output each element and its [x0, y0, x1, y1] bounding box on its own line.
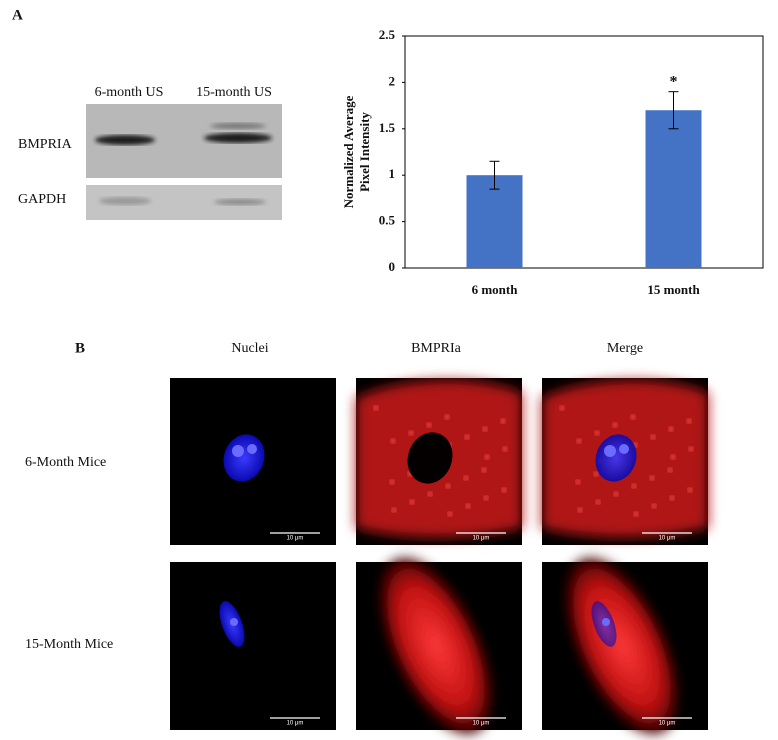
error-bar — [668, 91, 679, 130]
vesicle — [445, 483, 451, 489]
vesicle — [577, 507, 583, 513]
y-tick-label: 0 — [389, 259, 396, 274]
y-tick-label: 0.5 — [379, 213, 396, 228]
vesicle — [389, 479, 395, 485]
plot-frame — [404, 35, 764, 269]
vesicle — [670, 454, 676, 460]
error-bar — [489, 160, 500, 190]
vesicle — [667, 467, 673, 473]
vesicle — [575, 479, 581, 485]
micrograph: 10 μm — [170, 378, 336, 545]
vesicle — [631, 483, 637, 489]
column-label: Nuclei — [231, 341, 268, 356]
blot-row-label: GAPDH — [18, 192, 66, 207]
micrograph: 10 μm — [356, 558, 522, 734]
vesicle — [463, 475, 469, 481]
vesicle — [687, 487, 693, 493]
bar-chart: Normalized Average Pixel Intensity 0 0.5 1… — [341, 27, 764, 297]
significance-label: * — [670, 73, 678, 90]
micrograph: 10 μm — [356, 378, 522, 545]
scale-bar-label: 10 μm — [473, 536, 490, 542]
vesicle — [649, 475, 655, 481]
nucleolus — [604, 445, 616, 457]
micrograph: 10 μm — [170, 562, 336, 730]
blot-row-label: BMPRIA — [18, 137, 73, 152]
vesicle — [484, 454, 490, 460]
vesicle — [373, 405, 379, 411]
scale-bar-label: 10 μm — [473, 721, 490, 727]
micrograph-background — [170, 562, 336, 730]
vesicle — [613, 491, 619, 497]
x-tick-label: 6 month — [472, 282, 519, 297]
row-label: 15-Month Mice — [25, 637, 113, 652]
vesicle — [576, 438, 582, 444]
column-label: Merge — [607, 341, 643, 356]
vesicle — [464, 434, 470, 440]
nucleolus — [602, 618, 610, 626]
bar — [466, 175, 523, 268]
micrograph: 10 μm — [542, 378, 708, 545]
vesicle — [595, 499, 601, 505]
blot-column-label: 15-month US — [196, 85, 272, 100]
vesicle — [630, 414, 636, 420]
vesicle — [426, 422, 432, 428]
y-axis-label: Pixel Intensity — [357, 112, 372, 192]
vesicle — [669, 495, 675, 501]
vesicle — [594, 430, 600, 436]
vesicle — [686, 418, 692, 424]
column-label: BMPRIa — [411, 341, 462, 356]
vesicle — [447, 511, 453, 517]
nucleolus — [247, 444, 257, 454]
vesicle — [409, 499, 415, 505]
vesicle — [633, 511, 639, 517]
scale-bar-label: 10 μm — [659, 721, 676, 727]
y-tick-label: 2.5 — [379, 27, 396, 42]
bar — [645, 110, 702, 269]
scale-bar-label: 10 μm — [287, 721, 304, 727]
blot-image — [86, 104, 282, 220]
cell-body — [380, 558, 492, 734]
vesicle — [559, 405, 565, 411]
blot-column-label: 6-month US — [95, 85, 164, 100]
vesicle — [651, 503, 657, 509]
x-tick-label: 15 month — [647, 282, 700, 297]
vesicle — [390, 438, 396, 444]
vesicle — [688, 446, 694, 452]
panel-label: A — [12, 7, 23, 23]
y-tick-label: 1 — [389, 166, 396, 181]
nucleolus — [619, 444, 629, 454]
vesicle — [668, 426, 674, 432]
nucleolus — [232, 445, 244, 457]
vesicle — [593, 471, 599, 477]
vesicle — [391, 507, 397, 513]
vesicle — [444, 414, 450, 420]
scale-bar-label: 10 μm — [287, 536, 304, 542]
vesicle — [408, 430, 414, 436]
vesicle — [501, 487, 507, 493]
panel-label: B — [75, 340, 85, 356]
y-axis-label: Normalized Average — [341, 95, 356, 208]
y-tick-label: 1.5 — [379, 120, 396, 135]
vesicle — [465, 503, 471, 509]
vesicle — [502, 446, 508, 452]
y-tick-label: 2 — [389, 73, 396, 88]
vesicle — [482, 426, 488, 432]
nucleolus — [230, 618, 238, 626]
cell-body — [566, 558, 678, 734]
nucleus-void — [407, 432, 453, 484]
micrograph: 10 μm — [542, 558, 708, 734]
vesicle — [500, 418, 506, 424]
vesicle — [483, 495, 489, 501]
scale-bar-label: 10 μm — [659, 536, 676, 542]
vesicle — [650, 434, 656, 440]
vesicle — [612, 422, 618, 428]
microscopy-panel: Nuclei BMPRIa Merge 6-Month Mice 15-Month Mi… — [25, 341, 708, 734]
vesicle — [427, 491, 433, 497]
row-label: 6-Month Mice — [25, 455, 106, 470]
vesicle — [481, 467, 487, 473]
